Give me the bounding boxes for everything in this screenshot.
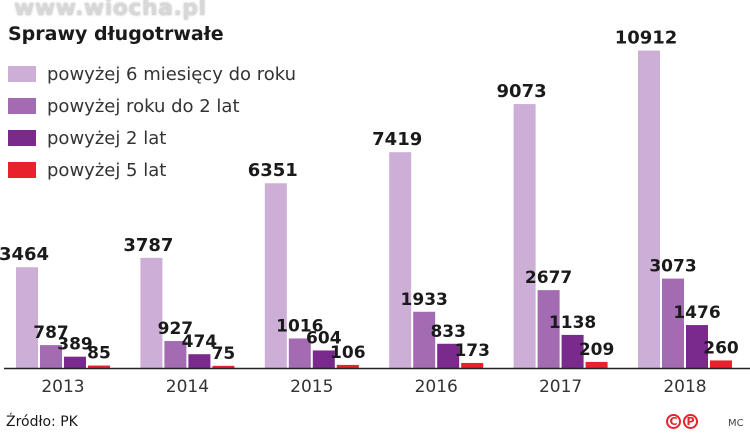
copyright-c-icon: C — [666, 414, 681, 429]
data-label: 7419 — [372, 129, 422, 150]
data-label: 604 — [306, 328, 342, 348]
bar — [88, 365, 110, 368]
data-label: 6351 — [248, 160, 298, 181]
data-label: 173 — [454, 341, 490, 361]
legend-swatch — [8, 98, 36, 114]
bar — [164, 341, 187, 368]
source-note: Źródło: PK — [6, 414, 78, 430]
legend-swatch — [8, 66, 36, 82]
x-tick-label: 2013 — [41, 377, 84, 397]
copyright-logos: C P — [666, 414, 700, 429]
bar — [264, 183, 287, 368]
bar — [40, 345, 62, 368]
data-label: 389 — [57, 335, 93, 355]
data-label: 10912 — [615, 28, 678, 49]
legend-item-6m-1y: powyżej 6 miesięcy do roku — [8, 58, 296, 90]
bar — [585, 361, 608, 368]
data-label: 3073 — [649, 257, 696, 277]
author-credit: MC — [728, 418, 744, 429]
data-label: 209 — [579, 340, 615, 360]
bar — [638, 50, 660, 369]
legend-item-1y-2y: powyżej roku do 2 lat — [8, 90, 296, 122]
data-label: 3787 — [123, 235, 173, 256]
data-label: 1138 — [549, 313, 596, 333]
watermark-logo: www.wiocha.pl — [14, 0, 207, 21]
bar — [413, 311, 436, 368]
bar — [188, 354, 211, 368]
data-label: 787 — [33, 323, 69, 343]
x-tick-label: 2016 — [415, 377, 458, 397]
bar — [288, 338, 311, 368]
legend: powyżej 6 miesięcy do roku powyżej roku … — [8, 58, 296, 186]
data-label: 474 — [182, 332, 218, 352]
data-label: 1476 — [673, 303, 720, 323]
x-tick-label: 2018 — [663, 377, 706, 397]
x-tick-label: 2014 — [166, 377, 209, 397]
bar — [662, 278, 684, 368]
bar — [686, 325, 708, 368]
data-label: 2677 — [525, 268, 572, 288]
bar — [312, 350, 335, 368]
legend-item-over-2y: powyżej 2 lat — [8, 122, 296, 154]
legend-swatch — [8, 162, 36, 178]
bar — [140, 257, 163, 368]
bar — [537, 290, 560, 368]
data-label: 1933 — [401, 290, 448, 310]
data-label: 106 — [330, 343, 366, 363]
data-label: 75 — [212, 344, 236, 364]
bar — [336, 364, 359, 368]
bar — [389, 152, 412, 368]
legend-item-over-5y: powyżej 5 lat — [8, 154, 296, 186]
legend-swatch — [8, 130, 36, 146]
data-label: 3464 — [0, 244, 49, 265]
legend-label: powyżej 5 lat — [47, 159, 167, 181]
data-label: 833 — [430, 322, 466, 342]
bar — [710, 360, 732, 368]
data-label: 1016 — [276, 316, 323, 336]
bar — [64, 356, 86, 368]
chart-title: Sprawy długotrwałe — [8, 23, 224, 45]
legend-label: powyżej 2 lat — [47, 127, 167, 149]
bar — [513, 104, 536, 369]
bar — [561, 334, 584, 368]
legend-label: powyżej roku do 2 lat — [47, 95, 240, 117]
data-label: 85 — [87, 344, 111, 364]
bar — [212, 365, 235, 368]
bar — [461, 362, 484, 368]
data-label: 9073 — [497, 81, 547, 102]
x-tick-label: 2015 — [290, 377, 333, 397]
copyright-p-icon: P — [683, 414, 698, 429]
bar — [16, 267, 38, 368]
data-label: 927 — [158, 319, 194, 339]
legend-label: powyżej 6 miesięcy do roku — [47, 63, 297, 85]
data-label: 260 — [703, 338, 739, 358]
bar — [437, 343, 460, 368]
x-tick-label: 2017 — [539, 377, 582, 397]
